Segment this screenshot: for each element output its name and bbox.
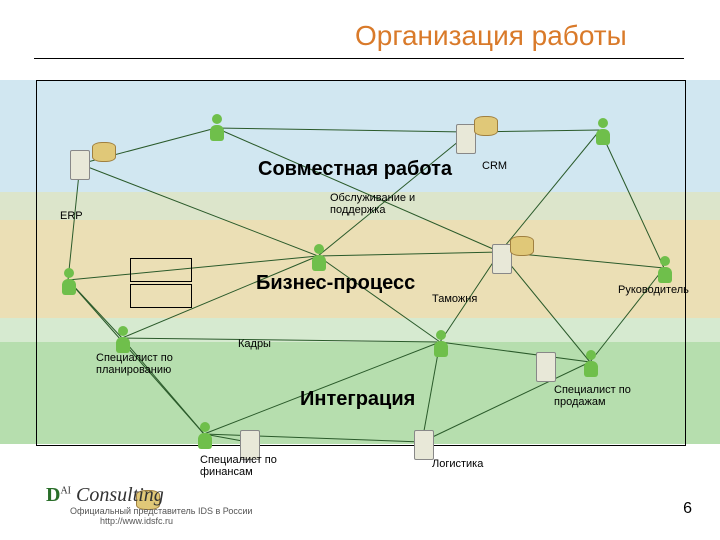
label-erp: ERP xyxy=(60,210,83,222)
server-icon xyxy=(536,352,556,382)
slide: { "title": { "text": "Организация работы… xyxy=(0,0,720,540)
heading-h1: Совместная работа xyxy=(258,158,452,181)
label-customs: Таможня xyxy=(432,293,477,305)
person-icon xyxy=(60,268,78,298)
label-manager: Руководитель xyxy=(618,284,689,296)
person-icon xyxy=(432,330,450,360)
label-finance: Специалист по финансам xyxy=(200,454,277,478)
person-icon xyxy=(310,244,328,274)
heading-h2: Бизнес-процесс xyxy=(256,272,415,295)
person-icon xyxy=(582,350,600,380)
label-hr: Кадры xyxy=(238,338,271,350)
footer-line1: Официальный представитель IDS в России xyxy=(70,506,252,516)
server-icon xyxy=(414,430,434,460)
database-icon xyxy=(92,142,116,162)
empty-box xyxy=(130,284,192,308)
page-number: 6 xyxy=(683,500,692,518)
person-icon xyxy=(208,114,226,144)
label-sales: Специалист по продажам xyxy=(554,384,631,408)
person-icon xyxy=(196,422,214,452)
person-icon xyxy=(656,256,674,286)
server-icon xyxy=(492,244,512,274)
label-planner: Специалист по планированию xyxy=(96,352,173,376)
person-icon xyxy=(594,118,612,148)
label-crm: CRM xyxy=(482,160,507,172)
server-icon xyxy=(456,124,476,154)
database-icon xyxy=(510,236,534,256)
label-service: Обслуживание и поддержка xyxy=(330,192,415,216)
heading-h3: Интеграция xyxy=(300,388,415,411)
server-icon xyxy=(70,150,90,180)
label-logist: Логистика xyxy=(432,458,483,470)
title-rule xyxy=(34,58,684,59)
page-title: Организация работы xyxy=(355,20,627,52)
footer-line2: http://www.idsfc.ru xyxy=(100,516,173,526)
database-icon xyxy=(474,116,498,136)
footer-logo: DAI Consulting xyxy=(46,484,164,507)
empty-box xyxy=(130,258,192,282)
